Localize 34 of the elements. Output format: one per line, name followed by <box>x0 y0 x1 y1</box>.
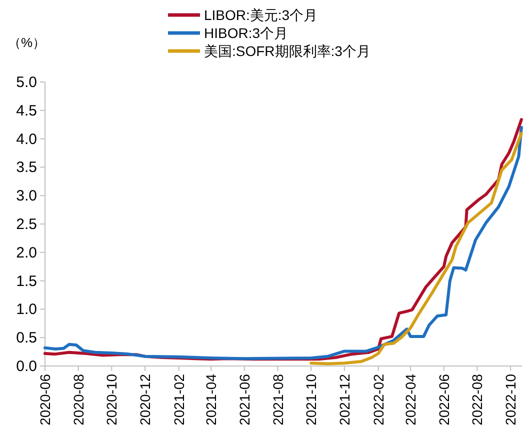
x-tick-label: 2021-12 <box>336 374 352 426</box>
x-tick-label: 2020-12 <box>136 374 153 426</box>
x-tick-label: 2021-02 <box>170 374 187 426</box>
x-tick-label: 2022-04 <box>402 374 419 426</box>
y-tick-label: 2.0 <box>16 244 37 262</box>
y-tick-label: 1.5 <box>16 272 37 290</box>
y-tick-label: 4.5 <box>16 102 37 120</box>
legend-item: HIBOR:3个月 <box>168 25 288 41</box>
legend-item: LIBOR:美元:3个月 <box>168 7 318 23</box>
y-tick-label: 0.0 <box>16 358 37 375</box>
y-axis-title: （%） <box>8 35 46 50</box>
x-tick-label: 2020-08 <box>70 374 86 426</box>
x-tick-label: 2022-08 <box>469 374 486 426</box>
y-tick-label: 0.5 <box>16 330 37 347</box>
x-tick-label: 2021-06 <box>236 374 252 426</box>
x-tick-label: 2022-02 <box>370 374 386 426</box>
y-tick-label: 1.0 <box>16 301 37 318</box>
legend-label: HIBOR:3个月 <box>204 25 288 41</box>
x-tick-label: 2021-04 <box>203 374 220 426</box>
line-series <box>310 132 523 366</box>
legend-label: LIBOR:美元:3个月 <box>204 7 318 23</box>
y-tick-label: 2.5 <box>16 216 37 233</box>
y-tick-label: 3.5 <box>16 159 37 176</box>
x-tick-label: 2022-06 <box>436 374 452 426</box>
x-tick-label: 2022-10 <box>502 374 519 426</box>
legend-label: 美国:SOFR期限利率:3个月 <box>204 43 370 59</box>
x-tick-label: 2020-10 <box>104 374 120 426</box>
x-tick-label: 2021-10 <box>303 374 320 426</box>
x-tick-label: 2020-06 <box>37 374 53 426</box>
legend-item: 美国:SOFR期限利率:3个月 <box>168 43 370 59</box>
y-tick-label: 5.0 <box>16 74 37 91</box>
x-tick-label: 2021-08 <box>270 374 286 426</box>
y-tick-label: 3.0 <box>16 188 37 205</box>
y-tick-label: 4.0 <box>16 130 37 148</box>
